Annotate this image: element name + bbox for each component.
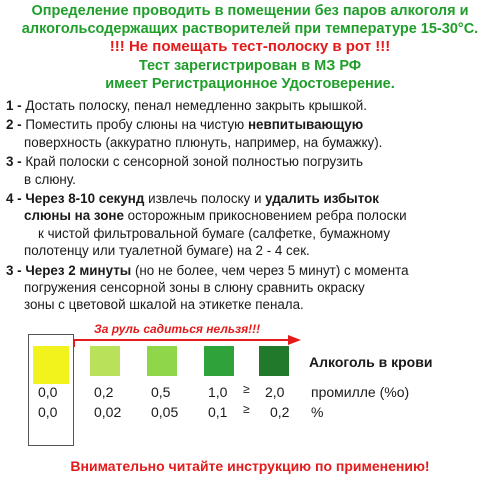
- step-text: Поместить пробу слюны на чистую: [25, 117, 248, 133]
- greater-equal-sign: ≥: [243, 402, 250, 416]
- registration-line-1: Тест зарегистрирован в МЗ РФ: [138, 58, 362, 74]
- blood-alcohol-label: Алкоголь в крови: [309, 354, 433, 370]
- promille-value: 0,5: [151, 384, 171, 400]
- step-text: (но не более, чем через 5 минут) с момен…: [131, 262, 409, 278]
- step-text: осторожным прикосновением ребра полоски: [123, 208, 407, 224]
- step-text: зоны с цветовой шкалой на этикетке пенал…: [24, 297, 304, 313]
- instructions: 1 - Достать полоску, пенал немедленно за…: [6, 97, 496, 316]
- color-swatch-0-5: [147, 346, 177, 376]
- step-text-bold: удалить избыток: [265, 191, 380, 207]
- step-number: 1 -: [6, 98, 22, 113]
- color-swatch-2-0: [259, 346, 289, 376]
- step-2: 2 - Поместить пробу слюны на чистую невп…: [6, 116, 496, 151]
- step-5: 3 - Через 2 минуты (но не более, чем чер…: [6, 262, 496, 314]
- promille-value: 0,2: [94, 384, 114, 400]
- promille-value: 0,0: [38, 384, 58, 400]
- step-number: 4 -: [6, 191, 22, 207]
- step-number: 3 -: [6, 262, 22, 278]
- step-text: Достать полоску, пенал немедленно закрыт…: [25, 98, 367, 113]
- promille-unit: промилле (%о): [311, 384, 410, 400]
- step-text-bold: невпитывающую: [247, 117, 364, 133]
- footer-notice: Внимательно читайте инструкцию по примен…: [70, 458, 430, 474]
- header-line-1-text: Определение проводить в помещении без па…: [31, 3, 469, 19]
- step-3: 3 - Край полоски с сенсорной зоной полно…: [6, 153, 496, 188]
- promille-value: 2,0: [265, 384, 285, 400]
- step-text: в слюну.: [24, 171, 76, 187]
- step-text-bold: слюны на зоне: [24, 208, 124, 224]
- step-text: поверхность (аккуратно плюнуть, например…: [24, 134, 383, 150]
- promille-value: 1,0: [208, 384, 228, 400]
- step-text: погружения сенсорной зоны в слюну сравни…: [24, 280, 365, 296]
- registration-note: Тест зарегистрирован в МЗ РФ имеет Регис…: [0, 57, 500, 93]
- step-text: полотенцу или туалетной бумаге) на 2 - 4…: [24, 243, 310, 259]
- step-text: извлечь полоску и: [144, 191, 266, 207]
- step-number: 2 -: [6, 117, 22, 133]
- percent-value: 0,05: [151, 404, 179, 420]
- percent-value: 0,2: [270, 404, 290, 420]
- test-strip: [28, 334, 74, 446]
- arrow-right-icon: [73, 335, 301, 347]
- color-swatch-0-2: [90, 346, 120, 376]
- step-text-bold: Через 8-10 секунд: [25, 191, 145, 207]
- percent-value: 0,02: [94, 404, 122, 420]
- greater-equal-sign: ≥: [243, 382, 250, 396]
- percent-value: 0,1: [208, 404, 228, 420]
- step-text: к чистой фильтровальной бумаге (салфетке…: [38, 225, 391, 241]
- mouth-warning: !!! Не помещать тест-полоску в рот !!!: [109, 38, 391, 55]
- drive-warning: За руль садиться нельзя!!!: [94, 322, 261, 336]
- header-line-2-text: алкогольсодержащих растворителей при тем…: [21, 21, 479, 37]
- step-4: 4 - Через 8-10 секунд извлечь полоску и …: [6, 190, 496, 260]
- step-number: 3 -: [6, 154, 22, 170]
- step-1: 1 - Достать полоску, пенал немедленно за…: [6, 97, 496, 114]
- step-text: Край полоски с сенсорной зоной полностью…: [25, 154, 363, 170]
- percent-unit: %: [311, 404, 324, 420]
- strip-sensor-zone: [33, 346, 69, 384]
- step-text-bold: Через 2 минуты: [25, 262, 132, 278]
- percent-value: 0,0: [38, 404, 58, 420]
- color-swatch-1-0: [204, 346, 234, 376]
- header-line-1: Определение проводить в помещении без па…: [0, 2, 500, 38]
- registration-line-2: имеет Регистрационное Удостоверение.: [105, 76, 395, 92]
